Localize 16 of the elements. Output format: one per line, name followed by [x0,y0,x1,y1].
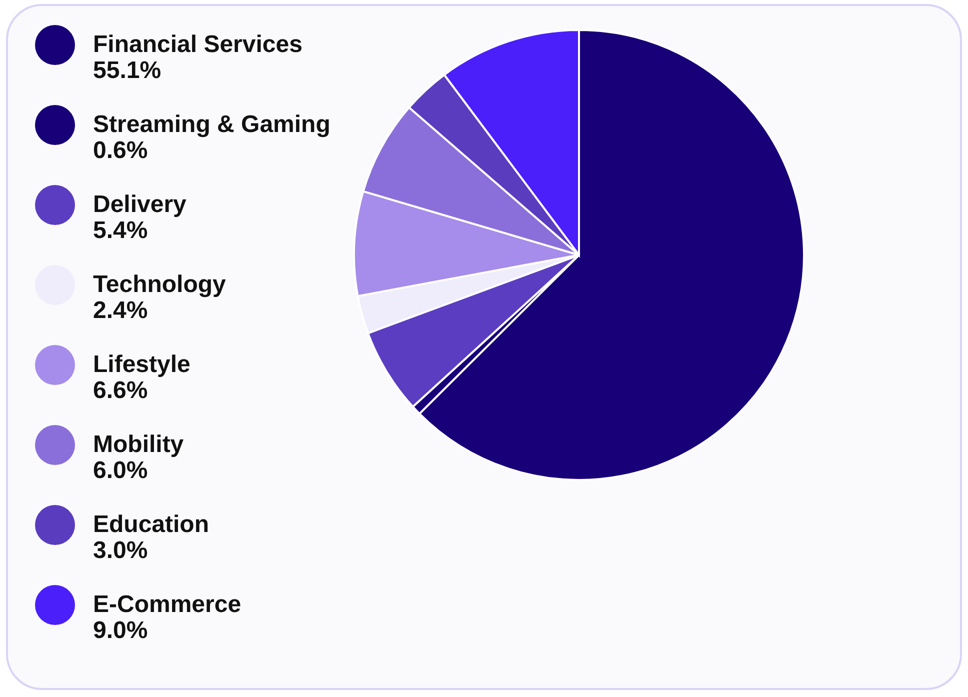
legend-label: Mobility [93,431,184,458]
data-label: 5.4% [93,217,148,244]
data-label: 6.0% [93,457,148,484]
legend-label: Delivery [93,191,188,218]
data-label: 9.0% [93,617,148,644]
data-label: 2.4% [93,297,148,324]
legend-label: E-Commerce [93,591,242,618]
legend-label: Streaming & Gaming [93,111,330,138]
data-label: 0.6% [93,137,148,164]
legend-label: Technology [93,271,227,298]
legend-label: Lifestyle [93,351,190,378]
legend-label: Education [93,511,210,538]
data-label: 55.1% [93,57,162,84]
data-label: 3.0% [93,537,148,564]
legend-label: Financial Services [93,31,302,58]
data-label: 6.6% [93,377,148,404]
